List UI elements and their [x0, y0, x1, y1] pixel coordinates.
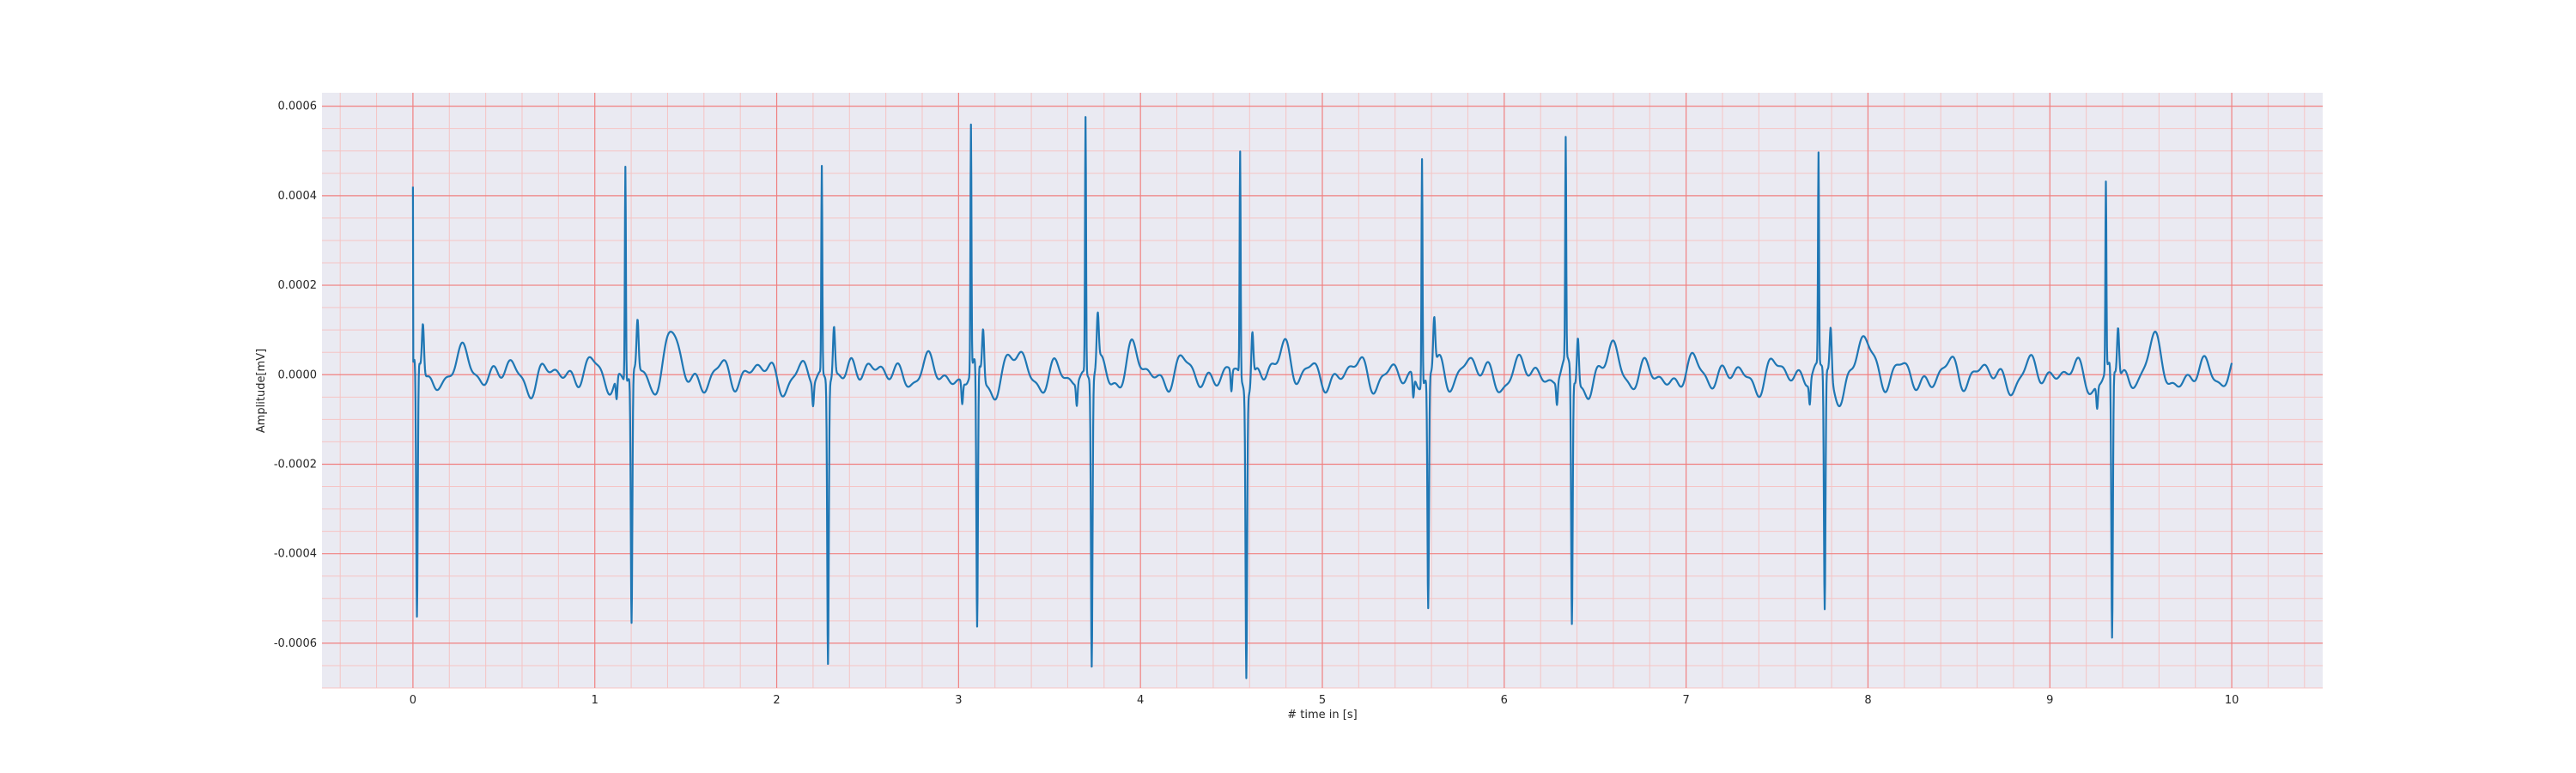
y-tick-label: 0.0004: [278, 190, 318, 203]
x-tick-label: 3: [955, 694, 962, 707]
y-tick-label: 0.0006: [278, 100, 318, 113]
x-tick-label: 7: [1682, 694, 1689, 707]
x-tick-label: 4: [1137, 694, 1144, 707]
y-tick-label: -0.0004: [274, 548, 317, 561]
y-axis-label: Amplitude[mV]: [255, 349, 268, 433]
x-tick-label: 1: [592, 694, 598, 707]
series-group: [411, 116, 2233, 679]
x-tick-label: 10: [2225, 694, 2239, 707]
major-grid: [322, 93, 2323, 688]
x-tick-label: 2: [773, 694, 780, 707]
x-axis-label: # time in [s]: [1287, 709, 1357, 721]
x-tick-label: 0: [410, 694, 416, 707]
y-tick-label: -0.0002: [274, 458, 317, 471]
x-tick-label: 9: [2046, 694, 2053, 707]
y-tick-labels: -0.0006 -0.0004 -0.0002 0.0000 0.0002 0.0004 0…: [274, 100, 317, 650]
y-tick-label: 0.0002: [278, 279, 318, 292]
y-tick-label: -0.0006: [274, 637, 317, 650]
x-tick-label: 8: [1864, 694, 1871, 707]
x-tick-label: 5: [1319, 694, 1326, 707]
y-tick-label: 0.0000: [278, 368, 318, 381]
x-tick-labels: 0 1 2 3 4 5 6 7 8 9 10: [410, 694, 2239, 707]
x-tick-label: 6: [1501, 694, 1508, 707]
ecg-series-line: [411, 116, 2233, 679]
